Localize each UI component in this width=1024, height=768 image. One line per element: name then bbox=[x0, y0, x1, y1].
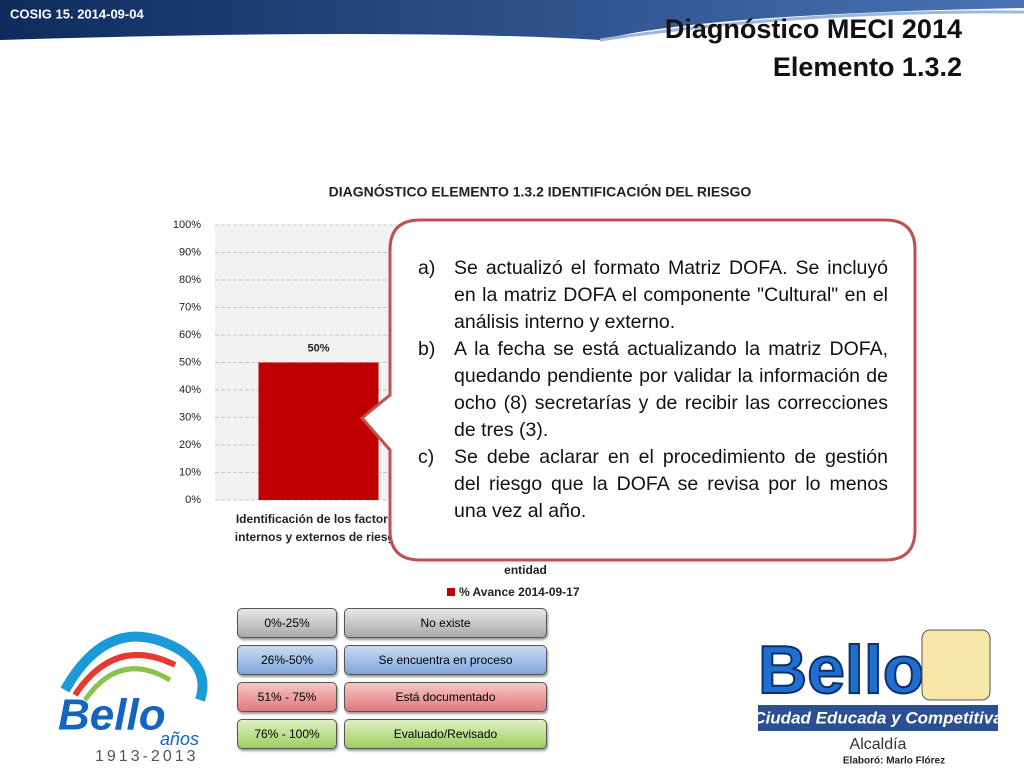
scale-range: 51% - 75% bbox=[237, 682, 337, 712]
shield bbox=[921, 629, 991, 701]
y-tick-label: 20% bbox=[179, 439, 201, 451]
item-marker: b) bbox=[418, 338, 436, 360]
y-tick-label: 70% bbox=[179, 301, 201, 313]
logo-name: Bello bbox=[58, 691, 166, 740]
scale-range: 76% - 100% bbox=[237, 719, 337, 749]
scale-label: Evaluado/Revisado bbox=[344, 719, 547, 749]
callout-item: c) Se debe aclarar en el procedimiento de… bbox=[418, 444, 888, 525]
y-tick-label: 90% bbox=[179, 246, 201, 258]
banner bbox=[0, 0, 1024, 40]
scale-row: 51% - 75% Está documentado bbox=[237, 682, 547, 712]
callout-item: b) A la fecha se está actualizando la mat… bbox=[418, 336, 888, 444]
y-tick-label: 0% bbox=[185, 494, 201, 506]
slogan-band bbox=[758, 705, 998, 731]
item-text: Se actualizó el formato Matriz DOFA. Se … bbox=[454, 257, 888, 333]
legend-label: % Avance 2014-09-17 bbox=[459, 585, 580, 599]
scale-row: 26%-50% Se encuentra en proceso bbox=[237, 645, 547, 675]
chart-title: DIAGNÓSTICO ELEMENTO 1.3.2 IDENTIFICACIÓ… bbox=[329, 183, 752, 200]
logo-years: 1913-2013 bbox=[95, 748, 199, 765]
scale-row: 0%-25% No existe bbox=[237, 608, 547, 638]
scale: 0%-25% No existe 26%-50% Se encuentra en pr… bbox=[237, 608, 547, 756]
logo-years-word: años bbox=[160, 729, 199, 749]
legend-swatch bbox=[447, 588, 455, 596]
data-label: 50% bbox=[307, 342, 329, 354]
scale-label: Está documentado bbox=[344, 682, 547, 712]
slide-tag: COSIG 15. 2014-09-04 bbox=[10, 6, 144, 21]
scale-label: Se encuentra en proceso bbox=[344, 645, 547, 675]
logo-arc bbox=[82, 666, 172, 702]
title: Diagnóstico MECI 2014 bbox=[664, 14, 962, 44]
y-tick-label: 10% bbox=[179, 466, 201, 478]
logo-arc bbox=[60, 631, 208, 702]
x-tick-label: entidad bbox=[504, 563, 547, 577]
author: Elaboró: Marlo Flórez bbox=[843, 756, 945, 767]
logo-office: Alcaldía bbox=[850, 736, 907, 753]
y-tick-label: 100% bbox=[173, 219, 201, 231]
y-tick-label: 80% bbox=[179, 274, 201, 286]
y-tick-label: 50% bbox=[179, 356, 201, 368]
item-text: A la fecha se está actualizando la matri… bbox=[454, 338, 888, 441]
item-text: Se debe aclarar en el procedimiento de g… bbox=[454, 446, 888, 522]
logo-slogan: Ciudad Educada y Competitiva bbox=[753, 708, 1002, 727]
item-marker: a) bbox=[418, 257, 436, 279]
x-tick-label: Identificación de los factores internos y… bbox=[235, 512, 402, 544]
callout-item: a) Se actualizó el formato Matriz DOFA. S… bbox=[418, 255, 888, 336]
bar bbox=[258, 362, 379, 500]
subtitle: Elemento 1.3.2 bbox=[772, 52, 962, 82]
scale-range: 0%-25% bbox=[237, 608, 337, 638]
scale-row: 76% - 100% Evaluado/Revisado bbox=[237, 719, 547, 749]
y-tick-label: 40% bbox=[179, 384, 201, 396]
scale-label: No existe bbox=[344, 608, 547, 638]
y-tick-label: 30% bbox=[179, 411, 201, 423]
logo-arc bbox=[72, 652, 177, 697]
logo-name: Bello bbox=[758, 632, 924, 708]
scale-range: 26%-50% bbox=[237, 645, 337, 675]
callout-list: a) Se actualizó el formato Matriz DOFA. S… bbox=[418, 255, 888, 525]
y-tick-label: 60% bbox=[179, 329, 201, 341]
item-marker: c) bbox=[418, 446, 435, 468]
callout bbox=[359, 218, 917, 562]
banner-line bbox=[599, 10, 1024, 42]
